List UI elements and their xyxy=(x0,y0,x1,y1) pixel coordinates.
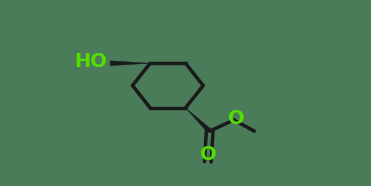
Text: O: O xyxy=(228,109,244,128)
Text: HO: HO xyxy=(75,52,107,71)
Text: O: O xyxy=(200,145,216,164)
Polygon shape xyxy=(186,108,211,133)
Polygon shape xyxy=(110,61,150,66)
